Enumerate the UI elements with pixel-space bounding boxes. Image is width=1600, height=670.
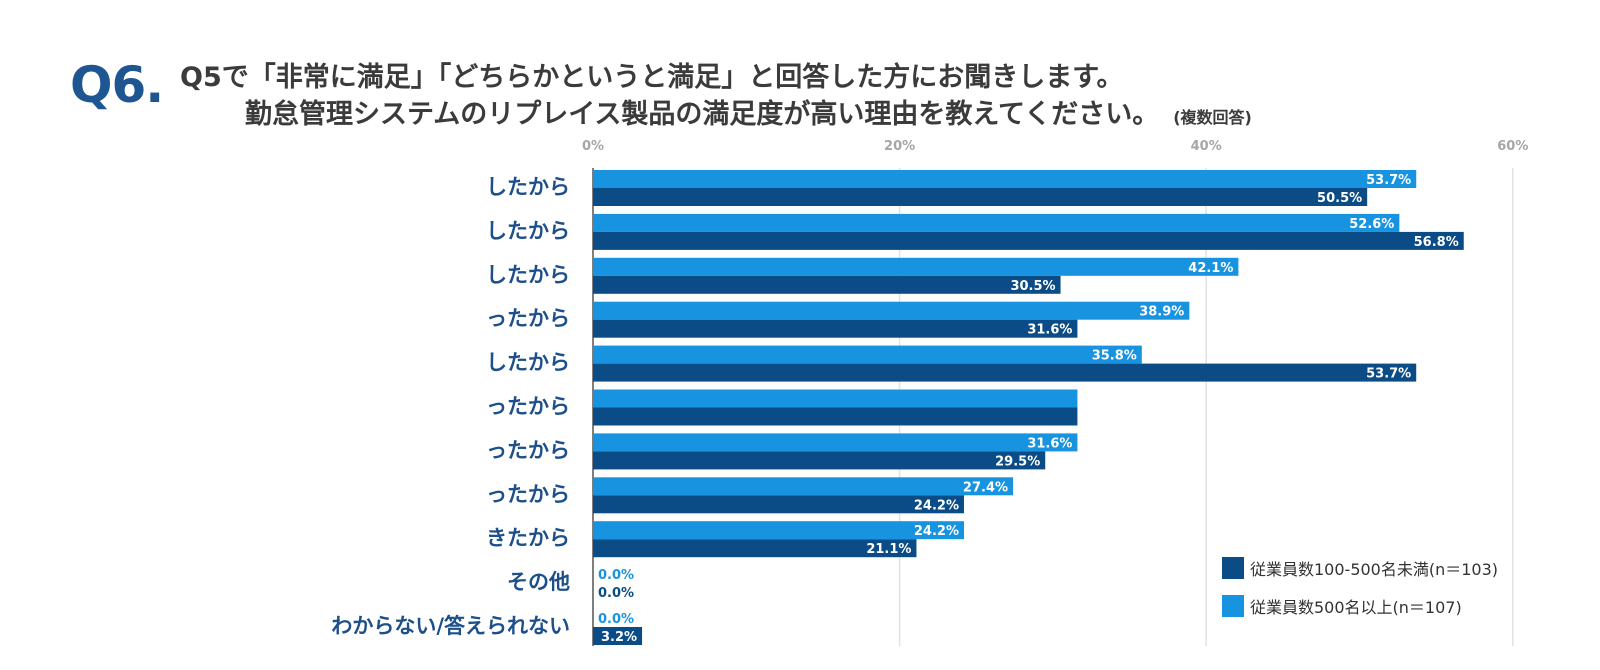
category-label: ったから: [486, 438, 570, 462]
category-label: わからない/答えられない: [331, 614, 570, 638]
question-number: Q6.: [70, 56, 164, 114]
data-label: 52.6%: [1349, 217, 1394, 232]
data-label: 0.0%: [598, 586, 634, 601]
category-label: したから: [486, 263, 570, 287]
data-label: 30.5%: [1010, 279, 1055, 294]
bar-small-companies: [593, 363, 1417, 382]
bar-small-companies: [593, 319, 1078, 338]
category-label: したから: [486, 351, 570, 375]
data-label: 3.2%: [601, 630, 637, 645]
bar-small-companies: [593, 451, 1046, 470]
data-label: 21.1%: [866, 542, 911, 557]
bar-large-companies: [593, 389, 1078, 408]
data-label: 24.2%: [914, 524, 959, 539]
legend-item-series-2: 従業員数100-500名未満(n＝103): [1222, 556, 1498, 580]
data-label: 0.0%: [598, 612, 634, 627]
data-label: 24.2%: [914, 498, 959, 513]
data-label: 0.0%: [598, 568, 634, 583]
bar-small-companies: [593, 495, 964, 514]
category-label: したから: [486, 219, 570, 243]
category-label: したから: [486, 175, 570, 199]
data-label: 53.7%: [1366, 173, 1411, 188]
x-tick-label: 20%: [884, 139, 915, 154]
category-label: ったから: [486, 482, 570, 506]
legend-swatch: [1222, 557, 1244, 579]
data-label: 29.5%: [995, 454, 1040, 469]
bar-small-companies: [593, 188, 1368, 206]
data-label: 50.5%: [1317, 191, 1362, 206]
data-label: 42.1%: [1188, 261, 1233, 276]
data-label: 53.7%: [1366, 367, 1411, 382]
question-title-line2: 勤怠管理システムのリプレイス製品の満足度が高い理由を教えてください。 (複数回答): [245, 92, 1252, 131]
bar-large-companies: [593, 433, 1078, 452]
x-tick-label: 0%: [582, 139, 604, 154]
data-label: 31.6%: [1027, 323, 1072, 338]
category-label: ったから: [486, 395, 570, 419]
data-label: 27.4%: [963, 480, 1008, 495]
bar-large-companies: [593, 301, 1190, 320]
bar-large-companies: [593, 477, 1014, 496]
category-label: ったから: [486, 307, 570, 331]
question-title-text: 勤怠管理システムのリプレイス製品の満足度が高い理由を教えてください。: [245, 99, 1160, 130]
category-label: きたから: [486, 526, 570, 550]
bar-small-companies: [593, 231, 1464, 250]
data-label: 38.9%: [1139, 305, 1184, 320]
bar-large-companies: [593, 170, 1417, 188]
multiple-answer-note: (複数回答): [1173, 108, 1252, 127]
bar-large-companies: [593, 213, 1400, 232]
bar-large-companies: [593, 345, 1142, 364]
bar-small-companies: [593, 275, 1061, 294]
legend-swatch: [1222, 595, 1244, 617]
bar-small-companies: [593, 407, 1078, 426]
category-label: その他: [507, 570, 570, 594]
legend-label: 従業員数500名以上(n＝107): [1250, 598, 1462, 617]
bar-small-companies: [593, 539, 917, 558]
data-label: 35.8%: [1092, 349, 1137, 364]
x-tick-label: 60%: [1497, 139, 1528, 154]
bar-large-companies: [593, 521, 964, 540]
data-label: 31.6%: [1027, 436, 1072, 451]
question-title-line1: Q5で「非常に満足」「どちらかというと満足」と回答した方にお聞きします。: [180, 62, 1124, 93]
data-label: 56.8%: [1414, 235, 1459, 250]
bar-large-companies: [593, 257, 1239, 276]
bar-small-companies: [593, 627, 643, 645]
x-tick-label: 40%: [1191, 139, 1222, 154]
legend-item-series-1: 従業員数500名以上(n＝107): [1222, 594, 1462, 618]
legend-label: 従業員数100-500名未満(n＝103): [1250, 560, 1499, 579]
